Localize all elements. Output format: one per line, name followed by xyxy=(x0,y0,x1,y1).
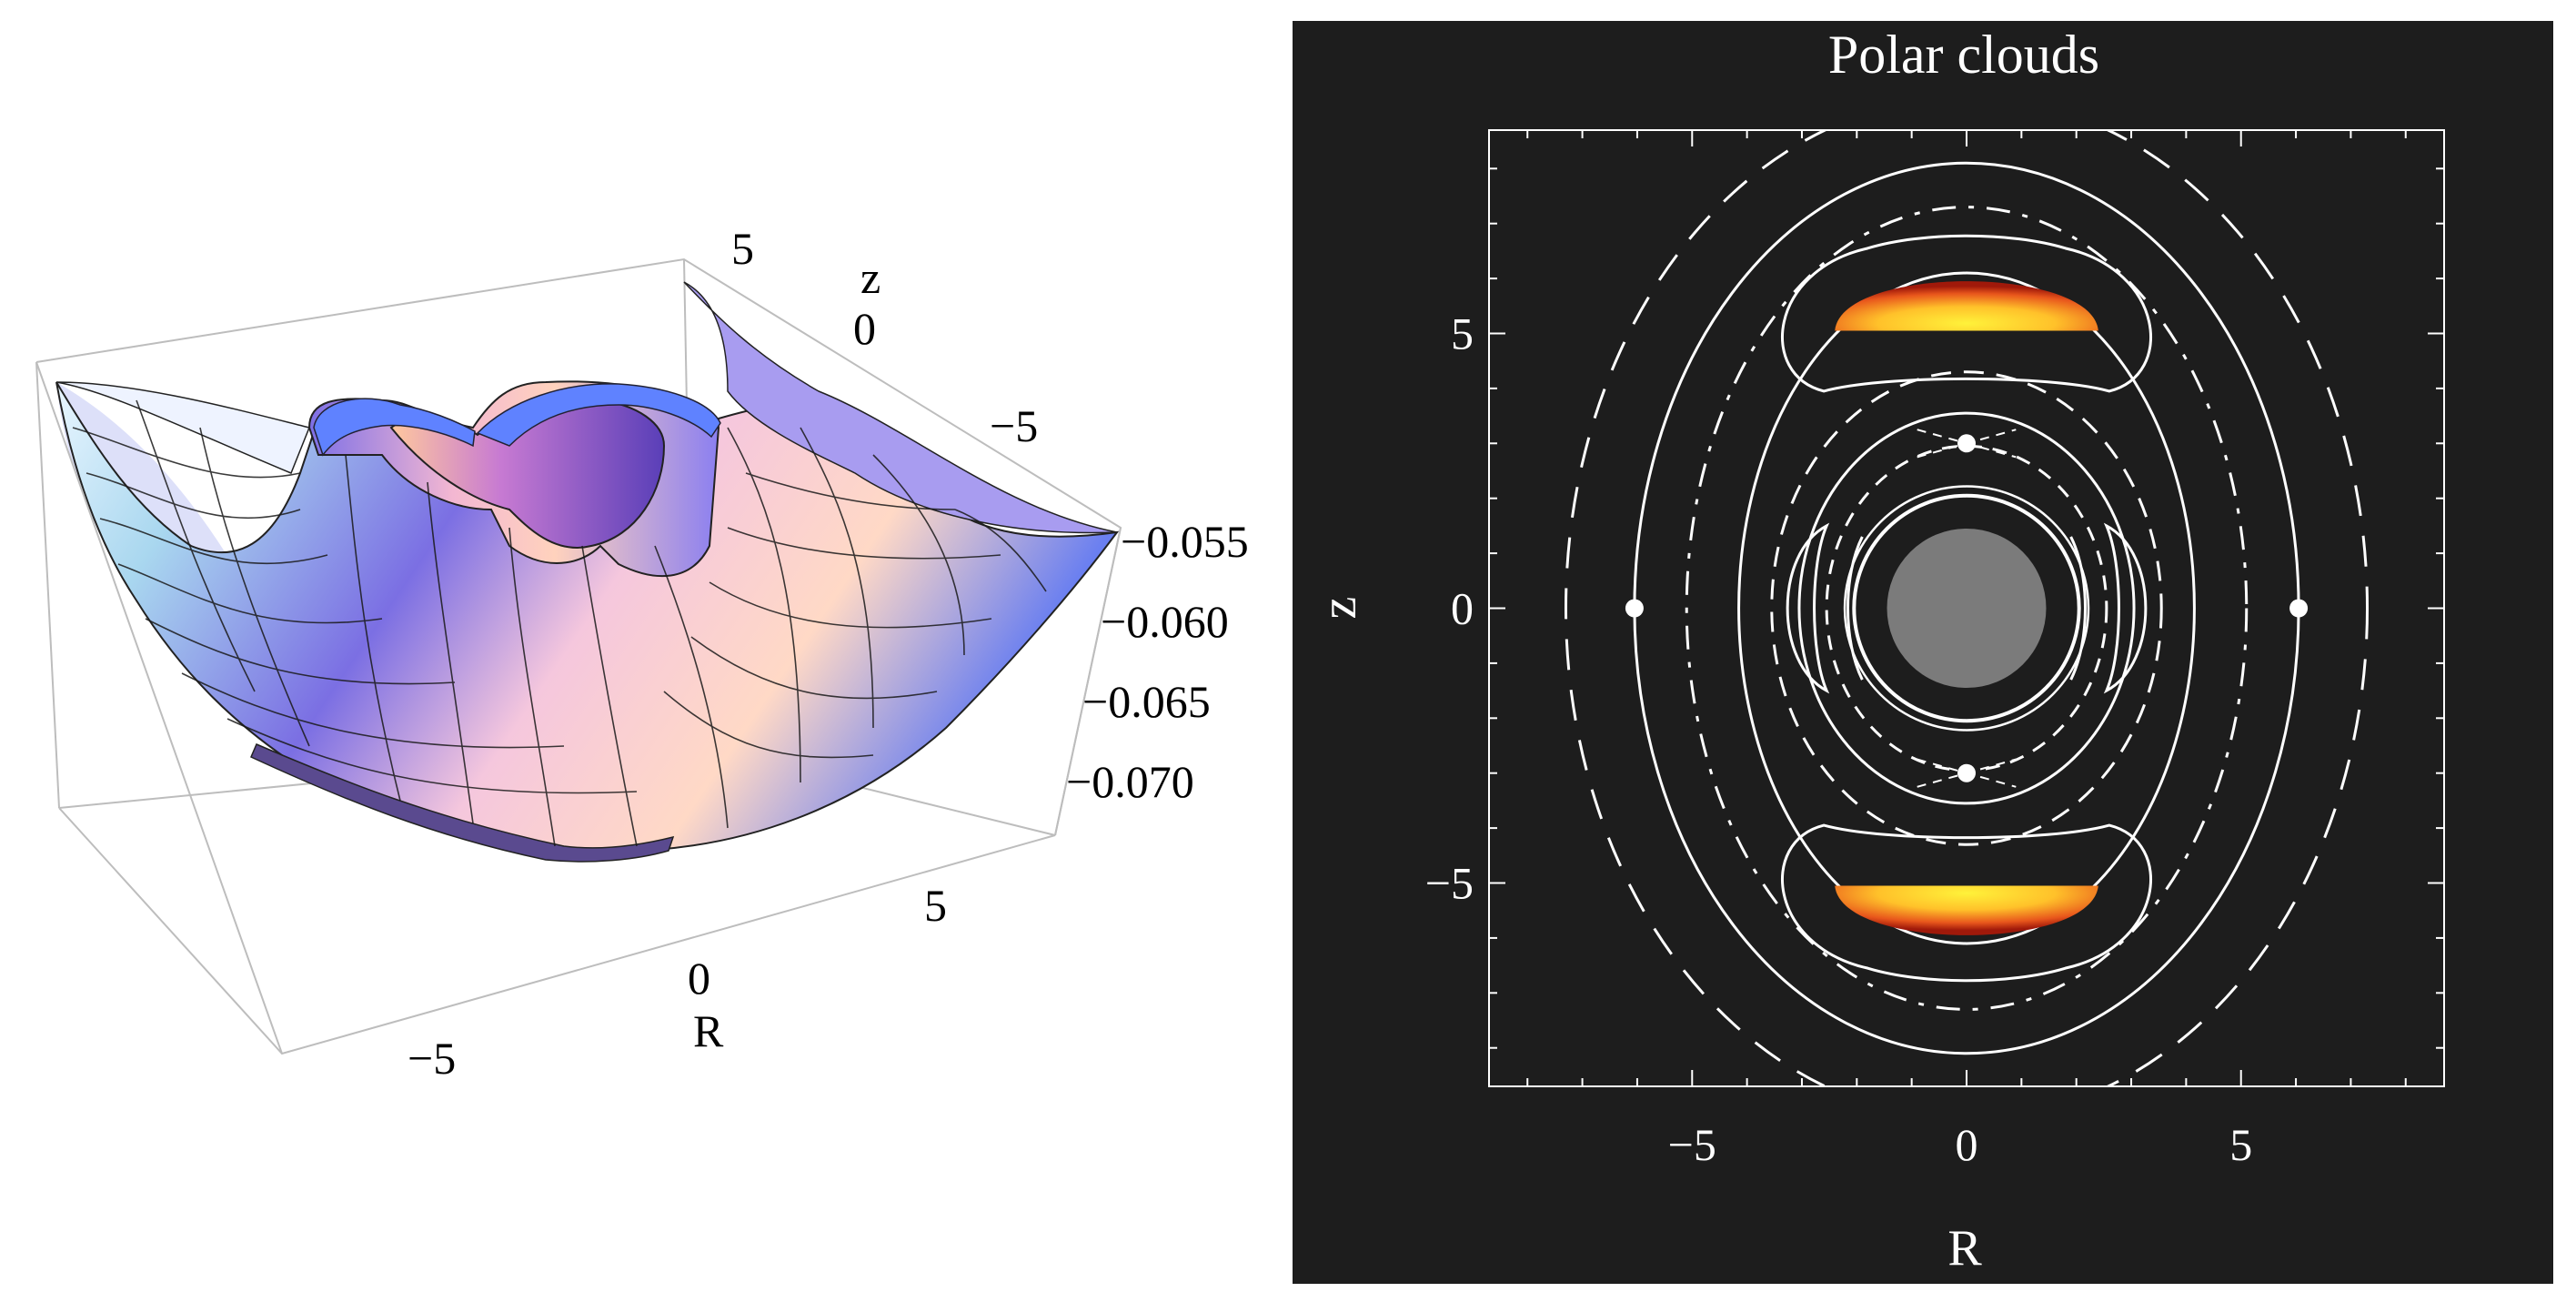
tick-pot-1: −0.060 xyxy=(1101,596,1229,647)
contour-lobe-bottom xyxy=(1781,823,2152,983)
z-axis-ticks: 5 0 −5 z xyxy=(731,223,1038,451)
bounding-box-front xyxy=(35,361,1122,1055)
x-axis-label: R xyxy=(1947,1220,1982,1277)
contour-inner-ring-outer xyxy=(1843,485,2090,732)
surface-back-right xyxy=(683,281,1118,534)
cloud-bottom xyxy=(1835,885,2098,935)
surface-bottom-edge xyxy=(250,743,675,863)
axis-label-r: R xyxy=(693,1005,724,1056)
x-tick-label-5: 5 xyxy=(2229,1119,2252,1170)
tick-pot-2: −0.065 xyxy=(1082,676,1211,727)
tick-r-0: −5 xyxy=(408,1033,456,1084)
tick-marks xyxy=(1489,130,2444,1086)
surface-plot: 5 0 −5 z −0.055 −0.060 −0.065 −0.070 −5 … xyxy=(35,223,1249,1084)
axis-label-z: z xyxy=(860,252,880,303)
critical-point-0 xyxy=(1957,434,1976,453)
y-tick-label-0: 0 xyxy=(1451,583,1474,634)
contour-crescent-left xyxy=(1786,522,1830,694)
critical-point-3 xyxy=(2289,599,2309,618)
central-body xyxy=(1887,529,2047,688)
chart-title: Polar clouds xyxy=(1828,25,2099,85)
contour-inner-arc-left xyxy=(1846,536,1864,681)
tick-r-2: 5 xyxy=(924,880,947,931)
tick-z-0: 5 xyxy=(731,223,754,274)
contour-dashed-mid xyxy=(1770,370,2163,846)
contour-crescent-right xyxy=(2103,522,2148,694)
contour-area xyxy=(1565,130,2369,1086)
x-tick-label-neg5: −5 xyxy=(1668,1119,1716,1170)
surface-rim xyxy=(313,383,721,457)
contour-panel: Polar clouds −5 0 5 5 0 −5 R z xyxy=(1293,21,2553,1284)
tick-pot-3: −0.070 xyxy=(1066,756,1194,807)
surface-mesh xyxy=(55,281,1121,863)
potential-axis-ticks: −0.055 −0.060 −0.065 −0.070 xyxy=(1066,516,1249,807)
critical-point-1 xyxy=(1957,763,1976,782)
y-tick-labels: 5 0 −5 xyxy=(1425,308,1474,908)
x-tick-labels: −5 0 5 xyxy=(1668,1119,2253,1170)
surface-back-left xyxy=(55,381,311,474)
contour-lobe-top xyxy=(1781,234,2152,393)
critical-point-2 xyxy=(1625,599,1644,618)
contour-outer-dashed xyxy=(1565,130,2369,1086)
contour-inner-ring xyxy=(1852,493,2081,723)
tick-z-2: −5 xyxy=(990,400,1038,451)
contour-solid-mid xyxy=(1737,271,2196,945)
r-axis-ticks: −5 0 5 R xyxy=(408,880,947,1084)
tick-z-1: 0 xyxy=(853,303,876,354)
contour-solid-inner xyxy=(1797,411,2136,805)
y-axis-label: z xyxy=(1311,597,1367,620)
x-tick-label-0: 0 xyxy=(1956,1119,1978,1170)
y-tick-label-5: 5 xyxy=(1451,308,1474,358)
tick-r-1: 0 xyxy=(688,953,710,1004)
mesh-lines xyxy=(72,399,1047,847)
contour-inner-arc-right xyxy=(2069,536,2087,681)
y-tick-label-neg5: −5 xyxy=(1425,858,1474,909)
tick-pot-0: −0.055 xyxy=(1121,516,1249,567)
contour-dashdot xyxy=(1685,206,2249,1011)
cloud-top xyxy=(1835,281,2098,331)
